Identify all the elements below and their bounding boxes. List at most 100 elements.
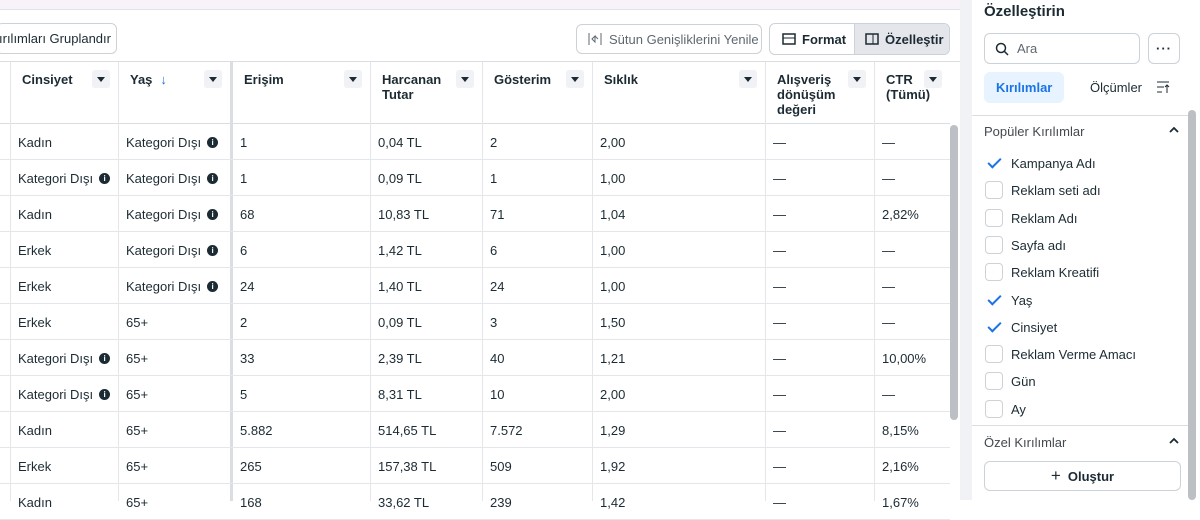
cell-text: 5.882 [240, 422, 273, 438]
column-menu[interactable] [92, 70, 110, 88]
cell-text: Kadın [18, 494, 52, 510]
cell-text: 8,15% [882, 422, 919, 438]
checkbox[interactable] [985, 208, 1003, 227]
collapse-caret[interactable] [1169, 437, 1179, 445]
table-cell: 1,92 [600, 448, 625, 484]
info-icon[interactable]: i [207, 136, 219, 148]
table-cell: 514,65 TL [378, 412, 436, 448]
checkbox-label[interactable]: Ay [1011, 401, 1026, 417]
checkbox-label[interactable]: Gün [1011, 374, 1036, 390]
table-cell: 65+ [126, 484, 148, 520]
checkbox-label[interactable]: Reklam Kreatifi [1011, 265, 1100, 281]
checkbox-label[interactable]: Kampanya Adı [1011, 156, 1096, 171]
column-menu[interactable] [924, 70, 942, 88]
column-menu[interactable] [739, 70, 757, 88]
checkbox[interactable] [985, 345, 1003, 364]
info-icon[interactable]: i [207, 208, 219, 220]
checkbox[interactable] [985, 263, 1003, 282]
cell-text: — [773, 134, 786, 150]
cell-text: 65+ [126, 458, 149, 474]
cell-text: Kategori Dışı [126, 206, 202, 222]
reset-widths-button[interactable]: Sütun Genişliklerini Yenile [576, 24, 762, 54]
customize-button[interactable]: Özelleştir [855, 24, 949, 54]
create-button[interactable]: + Oluştur [984, 461, 1181, 491]
checkbox-label[interactable]: Reklam Verme Amacı [1011, 347, 1136, 363]
column-menu[interactable] [456, 70, 474, 88]
info-icon[interactable]: i [99, 388, 111, 400]
column-header[interactable]: Sıklık [604, 72, 638, 87]
tab[interactable]: Ölçümler [1090, 80, 1143, 95]
cell-text: 33,62 TL [378, 494, 430, 510]
cell-text: 157,38 TL [378, 458, 437, 474]
column-header[interactable]: Erişim [244, 72, 284, 87]
checkbox-label[interactable]: Sayfa adı [1011, 237, 1066, 253]
table-cell: Kategori Dışı i [126, 232, 219, 268]
cell-text: 40 [490, 350, 505, 366]
checkbox-label[interactable]: Reklam seti adı [1011, 183, 1101, 199]
table-cell: 2,00 [600, 376, 625, 412]
table-cell: Kadın [18, 124, 52, 160]
checkbox-label[interactable]: Cinsiyet [1011, 319, 1058, 335]
format-button[interactable]: Format [770, 24, 855, 54]
cell-text: 24 [240, 278, 255, 294]
table-cell: — [773, 448, 786, 484]
table-cell: 1,00 [600, 232, 625, 268]
checkbox[interactable] [985, 235, 1003, 254]
cell-text: Erkek [18, 278, 52, 294]
table-cell: 1,29 [600, 412, 625, 448]
table-cell: — [882, 124, 895, 160]
column-menu[interactable] [204, 70, 222, 88]
info-icon[interactable]: i [99, 172, 111, 184]
table-cell: Kadın [18, 484, 52, 520]
collapse-caret[interactable] [1169, 126, 1179, 134]
panel-scrollbar[interactable] [1188, 110, 1196, 500]
column-header[interactable]: Cinsiyet [22, 72, 73, 87]
column-header[interactable]: Gösterim [494, 72, 552, 87]
column-header[interactable]: Yaş ↓ [130, 72, 167, 87]
cell-text: Kadın [18, 422, 52, 438]
checkbox[interactable] [985, 181, 1003, 200]
cell-text: 68 [240, 206, 255, 222]
table-cell: 2,16% [882, 448, 919, 484]
cell-text: — [773, 278, 786, 294]
cell-text: — [773, 314, 786, 330]
sort-icon[interactable] [1156, 80, 1170, 94]
checkbox[interactable] [985, 399, 1003, 418]
info-icon[interactable]: i [207, 244, 219, 256]
checkbox[interactable] [985, 372, 1003, 391]
group-button[interactable]: ırılımları Gruplandır [0, 23, 117, 54]
row-border [0, 195, 950, 196]
column-menu[interactable] [566, 70, 584, 88]
more-button[interactable]: ··· [1148, 33, 1180, 64]
cell-text: 1,42 [600, 494, 626, 510]
cell-text: — [773, 458, 786, 474]
info-icon[interactable]: i [99, 352, 111, 364]
column-header[interactable]: Alışveriş dönüşüm değeri [777, 72, 836, 117]
cell-text: 2 [240, 314, 248, 330]
table-cell: Erkek [18, 448, 51, 484]
checkbox-label[interactable]: Yaş [1011, 292, 1033, 308]
table-cell: — [882, 376, 895, 412]
column-menu[interactable] [848, 70, 866, 88]
table-cell: — [882, 160, 895, 196]
tab[interactable]: Kırılımlar [984, 72, 1065, 103]
cell-text: 1,67% [882, 494, 919, 510]
column-header[interactable]: Harcanan Tutar [382, 72, 442, 102]
info-icon[interactable]: i [207, 172, 219, 184]
checkbox[interactable] [985, 317, 1003, 336]
cell-text: 1,29 [600, 422, 626, 438]
cell-text: Erkek [18, 242, 52, 258]
checkbox[interactable] [985, 290, 1003, 309]
column-header[interactable]: CTR (Tümü) [886, 72, 931, 102]
table-cell: Kadın [18, 196, 52, 232]
checkbox[interactable] [985, 154, 1003, 172]
table-cell: Kategori Dışı i [126, 196, 219, 232]
checkbox-label[interactable]: Reklam Adı [1011, 210, 1078, 226]
cell-text: Kategori Dışı [18, 386, 94, 402]
cell-text: — [882, 386, 895, 402]
info-icon[interactable]: i [207, 280, 219, 292]
column-menu[interactable] [344, 70, 362, 88]
search-box[interactable]: Ara [984, 33, 1140, 64]
cell-text: Erkek [18, 458, 52, 474]
table-scrollbar[interactable] [950, 125, 958, 420]
